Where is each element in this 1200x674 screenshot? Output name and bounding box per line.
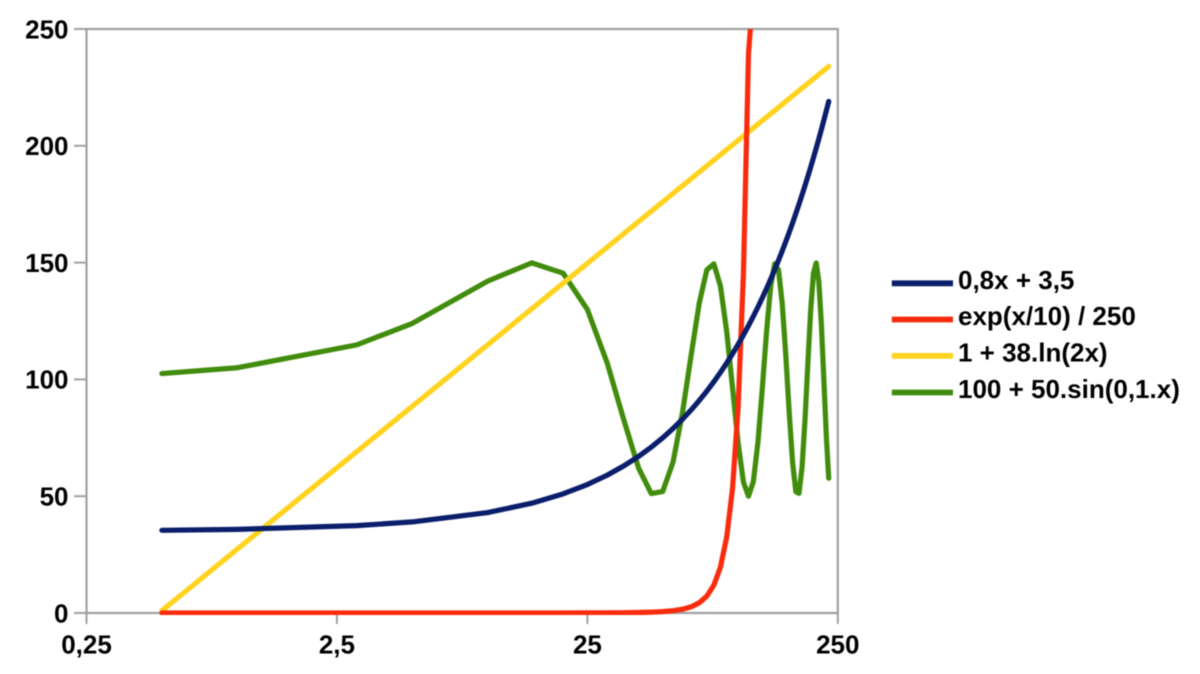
svg-text:25: 25 [573, 630, 602, 660]
svg-text:0,25: 0,25 [61, 630, 112, 660]
svg-text:0: 0 [54, 598, 68, 628]
svg-text:1 + 38.ln(2x): 1 + 38.ln(2x) [958, 338, 1108, 368]
svg-text:100: 100 [25, 365, 68, 395]
svg-text:exp(x/10) / 250: exp(x/10) / 250 [958, 301, 1136, 331]
svg-text:150: 150 [25, 248, 68, 278]
svg-text:250: 250 [816, 630, 859, 660]
svg-text:50: 50 [40, 482, 69, 512]
svg-text:250: 250 [25, 14, 68, 44]
svg-text:100 + 50.sin(0,1.x): 100 + 50.sin(0,1.x) [958, 374, 1180, 404]
svg-text:0,8x + 3,5: 0,8x + 3,5 [958, 265, 1074, 295]
svg-text:200: 200 [25, 131, 68, 161]
svg-text:2,5: 2,5 [319, 630, 355, 660]
